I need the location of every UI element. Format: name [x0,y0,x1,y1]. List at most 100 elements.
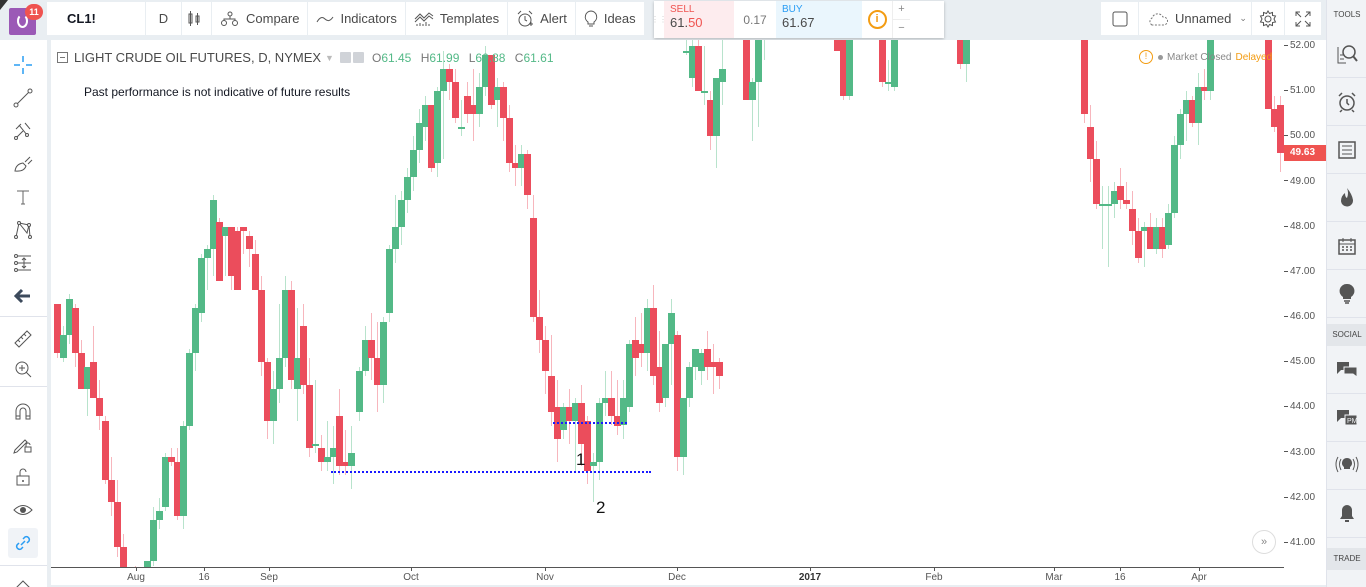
chevron-down-icon: ⌄ [1239,13,1247,23]
alarm-clock-icon [517,10,534,26]
ideas-stream-broadcast-button[interactable] [1327,442,1366,490]
price-tick-label: 50.00 [1284,130,1315,142]
compare-button[interactable]: Compare [212,2,309,35]
settings-button[interactable] [1252,2,1284,35]
buy-label: BUY [782,4,803,15]
sync-drawings-button[interactable] [8,528,38,558]
zoom-in-tool[interactable] [8,354,38,384]
data-window-button[interactable] [1327,126,1366,174]
alerts-button[interactable] [1327,78,1366,126]
time-tick-mark [1199,567,1200,571]
time-axis-line [51,567,1284,568]
caret-down-icon[interactable]: ▼ [325,52,334,63]
user-menu-button[interactable]: 11 [9,4,43,35]
time-tick-mark [269,567,270,571]
time-tick-mark [934,567,935,571]
measure-tool[interactable] [8,324,38,354]
chart-style-button[interactable] [182,2,212,35]
buy-button[interactable]: BUY 61.67 [776,1,862,38]
price-tick-label: 43.00 [1284,447,1315,459]
trend-line-icon [13,88,33,108]
private-chats-button[interactable]: PM [1327,394,1366,442]
cloud-icon [1149,12,1168,25]
pattern-tool[interactable] [8,215,38,245]
decrease-button[interactable]: − [898,22,905,34]
ideas-label: Ideas [603,11,636,26]
multi-chart-layout-button[interactable] [1101,2,1138,35]
time-tick-label: Sep [260,572,278,583]
hotlists-button[interactable] [1327,174,1366,222]
ideas-stream-button[interactable] [1327,270,1366,318]
time-tick-mark [1054,567,1055,571]
text-tool[interactable] [8,182,38,212]
templates-button[interactable]: Templates [406,2,509,35]
series-title[interactable]: LIGHT CRUDE OIL FUTURES, D, NYMEX [74,50,322,65]
text-annotation[interactable]: 1 [576,450,586,469]
pencil-lock-icon [13,439,32,454]
visibility-toggle-icon[interactable] [339,52,351,63]
list-icon [1338,140,1356,159]
private-chat-icon: PM [1337,409,1358,425]
collapse-legend-icon[interactable] [57,52,68,63]
lock-all-drawings-button[interactable] [8,462,38,492]
hide-drawings-button[interactable] [8,495,38,525]
watchlist-button[interactable] [1327,30,1366,78]
calendar-button[interactable] [1327,222,1366,270]
sell-button[interactable]: SELL 61.50 [664,1,734,38]
magnet-mode-button[interactable] [8,397,38,427]
sell-label: SELL [670,4,695,15]
price-tick-label: 48.00 [1284,221,1315,233]
flame-icon [1341,187,1354,207]
series-settings-icon[interactable] [352,52,364,63]
indicators-button[interactable]: Indicators [308,2,406,35]
time-tick-label: Dec [668,572,686,583]
interval-button[interactable]: D [146,2,182,35]
candles-icon [188,10,199,26]
time-tick-mark [810,567,811,571]
alert-button[interactable]: Alert [508,2,576,35]
ideas-button[interactable]: Ideas [576,2,644,35]
save-layout-button[interactable]: Unnamed ⌄ [1139,2,1251,35]
info-icon: i [867,10,887,29]
price-tick-label: 45.00 [1284,356,1315,368]
tradingview-logo-icon [17,14,28,28]
lock-drawing-mode-button[interactable] [8,429,38,459]
crosshair-tool[interactable] [8,50,38,80]
notifications-button[interactable] [1327,490,1366,538]
drag-handle-icon[interactable]: ⋮⋮ [651,15,667,24]
fullscreen-button[interactable] [1285,2,1321,35]
pitchfork-tool[interactable] [8,116,38,146]
price-tick-label: 51.00 [1284,85,1315,97]
remove-tool-button[interactable] [8,281,38,311]
indicators-icon [317,16,334,22]
status-dot-icon [1158,54,1163,60]
price-axis[interactable]: 52.00 51.00 50.00 49.00 48.00 47.00 46.00 45.00… [1284,40,1326,585]
price-tick-label: 49.00 [1284,176,1315,188]
trend-line-tool[interactable] [8,83,38,113]
public-chats-button[interactable] [1327,346,1366,394]
horizontal-support-line[interactable] [331,471,651,473]
sell-price: 61.50 [670,15,703,30]
scroll-to-realtime-button[interactable]: » [1252,530,1276,554]
watchlist-search-icon [1337,44,1358,63]
increase-button[interactable]: + [893,1,910,20]
arrow-left-icon [14,288,30,304]
magnet-icon [15,403,31,420]
disclaimer-text: Past performance is not indicative of fu… [84,85,351,99]
close-value: 61.61 [523,50,554,65]
symbol-search-button[interactable]: CL1! [47,2,146,35]
horizontal-support-line[interactable] [553,422,627,424]
time-tick-label: Feb [925,572,943,583]
trade-info-button[interactable]: i [862,1,892,38]
link-icon [15,535,31,551]
brush-tool[interactable] [8,149,38,179]
drawing-toolbar [0,40,47,587]
trade-section-label: TRADE [1327,548,1366,570]
text-annotation[interactable]: 2 [596,498,606,517]
prediction-measurement-tool[interactable] [8,248,38,278]
chat-bubbles-icon [1337,361,1358,378]
remove-drawings-button[interactable] [8,572,38,587]
templates-icon [414,11,434,26]
